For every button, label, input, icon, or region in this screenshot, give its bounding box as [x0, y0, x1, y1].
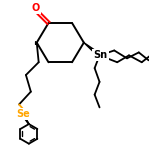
Text: O: O [32, 3, 40, 13]
Text: Se: Se [16, 109, 30, 119]
Polygon shape [84, 43, 101, 57]
Text: Sn: Sn [93, 50, 108, 60]
